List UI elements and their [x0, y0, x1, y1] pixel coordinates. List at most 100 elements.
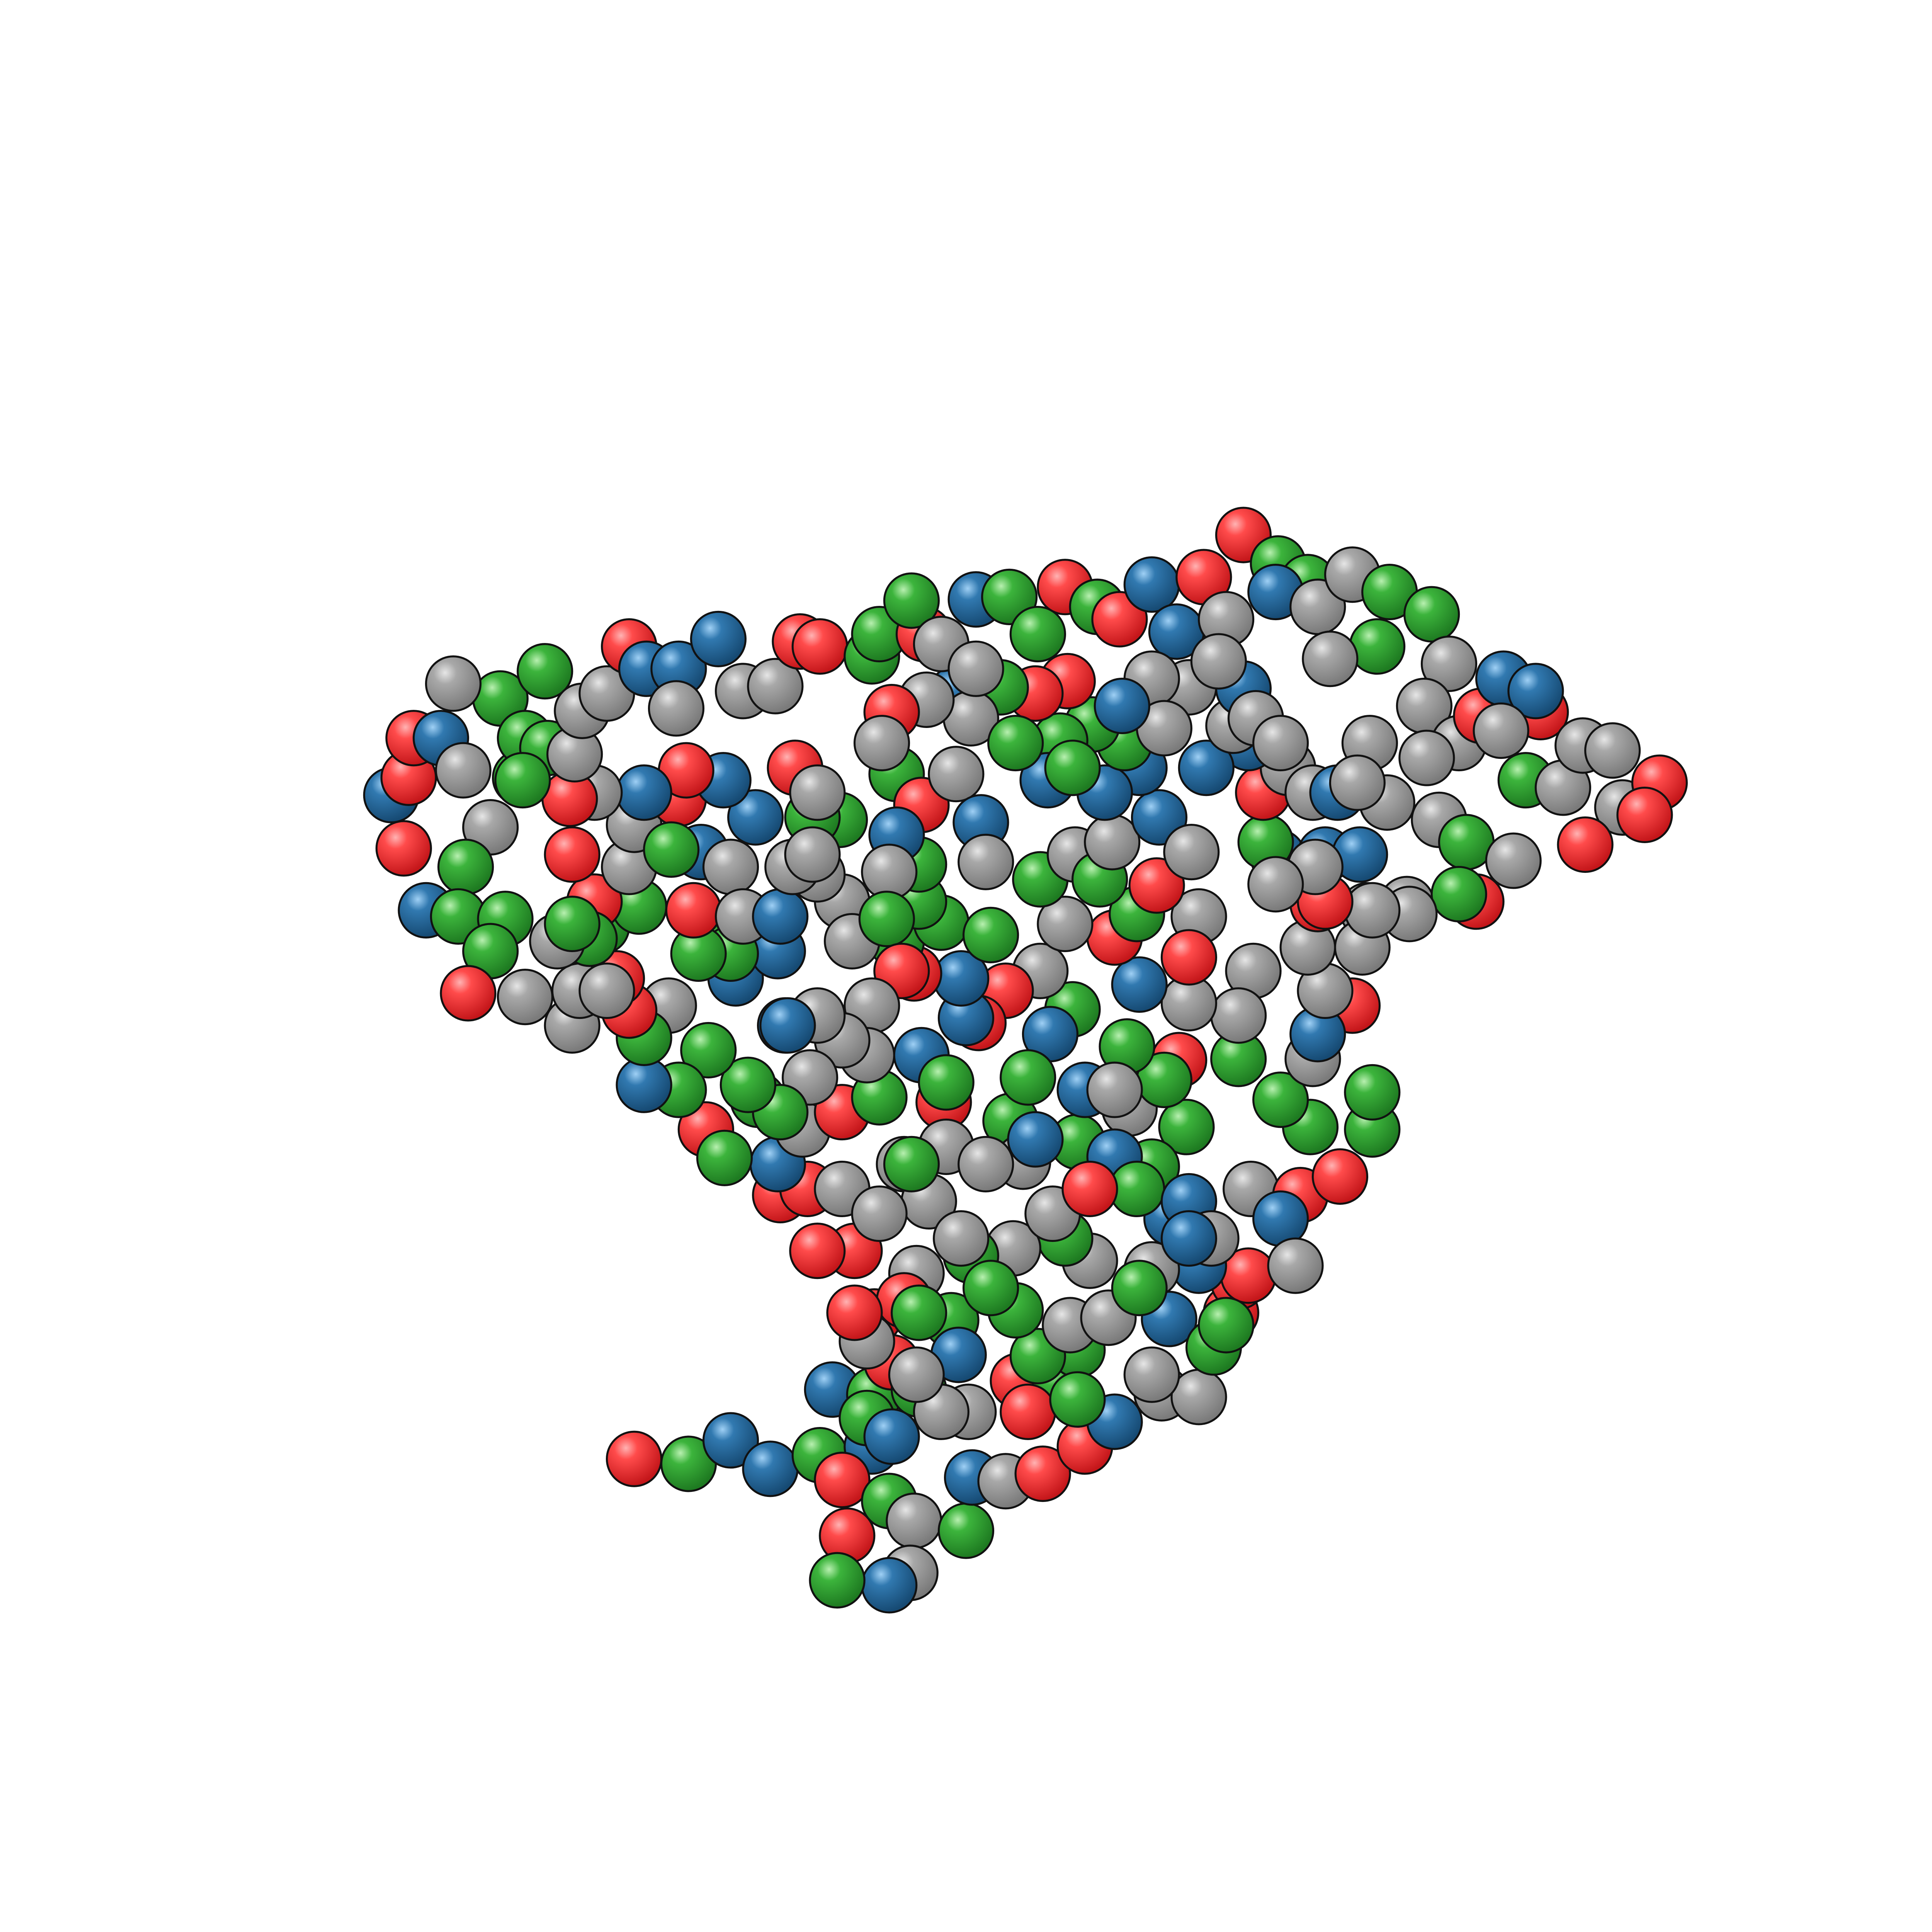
red-bead [1128, 857, 1185, 914]
gray-bead [578, 963, 635, 1019]
blue-bead [1178, 740, 1235, 796]
green-bead [809, 1552, 866, 1609]
red-bead [791, 618, 848, 675]
gray-bead [947, 640, 1004, 697]
green-bead [1430, 866, 1487, 923]
red-bead [440, 965, 497, 1022]
gray-bead [1584, 722, 1641, 779]
gray-bead [1302, 631, 1359, 687]
gray-bead [702, 838, 759, 895]
green-bead [1111, 1260, 1168, 1316]
green-bead [883, 572, 940, 629]
green-bead [891, 1284, 947, 1341]
green-bead [437, 838, 494, 895]
gray-bead [1210, 987, 1267, 1044]
red-bead [605, 1430, 663, 1487]
blue-bead [1094, 677, 1150, 734]
green-bead [1403, 586, 1460, 643]
green-bead [1044, 740, 1101, 796]
gray-bead [957, 833, 1014, 890]
green-bead [883, 1136, 940, 1192]
gray-bead [1485, 832, 1542, 889]
green-bead [987, 715, 1044, 772]
gray-bead [1398, 730, 1455, 786]
gray-bead [957, 1136, 1014, 1192]
blue-bead [752, 888, 809, 945]
gray-bead [1084, 814, 1141, 871]
red-bead [1616, 786, 1673, 844]
green-bead [1049, 1371, 1106, 1428]
green-bead [1000, 1049, 1056, 1106]
red-bead [826, 1284, 883, 1341]
blue-bead [759, 997, 816, 1054]
red-bead [1000, 1383, 1056, 1440]
green-bead [1198, 1297, 1255, 1354]
gray-bead [851, 1185, 908, 1242]
gray-bead [648, 680, 705, 737]
gray-bead [1329, 754, 1386, 811]
red-bead [375, 820, 432, 877]
bead-chain [363, 507, 1688, 1614]
green-bead [858, 891, 915, 947]
green-bead [517, 643, 573, 700]
gray-bead [747, 658, 804, 714]
red-bead [1557, 816, 1614, 873]
green-bead [918, 1054, 975, 1111]
gray-bead [784, 826, 841, 883]
gray-bead [886, 1492, 942, 1549]
blue-bead [1160, 1210, 1217, 1267]
gray-bead [1252, 715, 1309, 772]
red-bead [814, 1452, 871, 1509]
gray-bead [928, 746, 985, 803]
blue-bead [616, 764, 672, 821]
blue-bead [727, 789, 784, 846]
gray-bead [888, 1346, 945, 1403]
green-bead [680, 1022, 737, 1079]
gray-bead [1344, 882, 1401, 939]
red-bead [1311, 1148, 1369, 1205]
blue-bead [861, 1557, 918, 1614]
gray-bead [425, 655, 482, 712]
green-bead [963, 1260, 1019, 1316]
blue-bead [702, 1412, 759, 1469]
green-bead [1344, 1064, 1401, 1121]
red-bead [789, 1223, 846, 1279]
gray-bead [853, 715, 910, 772]
blue-bead [863, 1408, 920, 1465]
gray-bead [1420, 635, 1478, 692]
green-bead [1009, 605, 1066, 663]
red-bead [1061, 1160, 1118, 1217]
gray-bead [789, 764, 846, 821]
blue-bead [742, 1440, 799, 1497]
gray-bead [1190, 633, 1247, 690]
green-bead [696, 1129, 753, 1186]
red-bead [544, 826, 600, 883]
green-bead [1158, 1099, 1215, 1155]
blue-bead [1007, 1111, 1064, 1168]
green-bead [937, 1502, 995, 1559]
blue-bead [690, 611, 747, 667]
green-bead [1252, 1071, 1309, 1128]
green-bead [544, 895, 600, 952]
gray-bead [1473, 702, 1529, 759]
green-bead [494, 752, 551, 809]
blue-bead [1507, 663, 1564, 719]
green-bead [719, 1056, 776, 1113]
gray-bead [497, 969, 554, 1026]
blue-bead [1111, 956, 1168, 1013]
green-bead [643, 821, 700, 878]
gray-bead [1163, 824, 1220, 881]
gray-bead [1086, 1061, 1143, 1118]
gray-bead [1267, 1237, 1324, 1294]
green-bead [963, 906, 1019, 963]
gray-bead [1123, 1346, 1180, 1403]
gray-bead [933, 1210, 990, 1267]
green-bead [1349, 618, 1406, 675]
red-bead [1160, 929, 1217, 986]
gray-bead [1037, 895, 1094, 952]
gray-bead [435, 742, 492, 799]
red-bead [665, 882, 722, 939]
blue-bead [1252, 1190, 1309, 1247]
